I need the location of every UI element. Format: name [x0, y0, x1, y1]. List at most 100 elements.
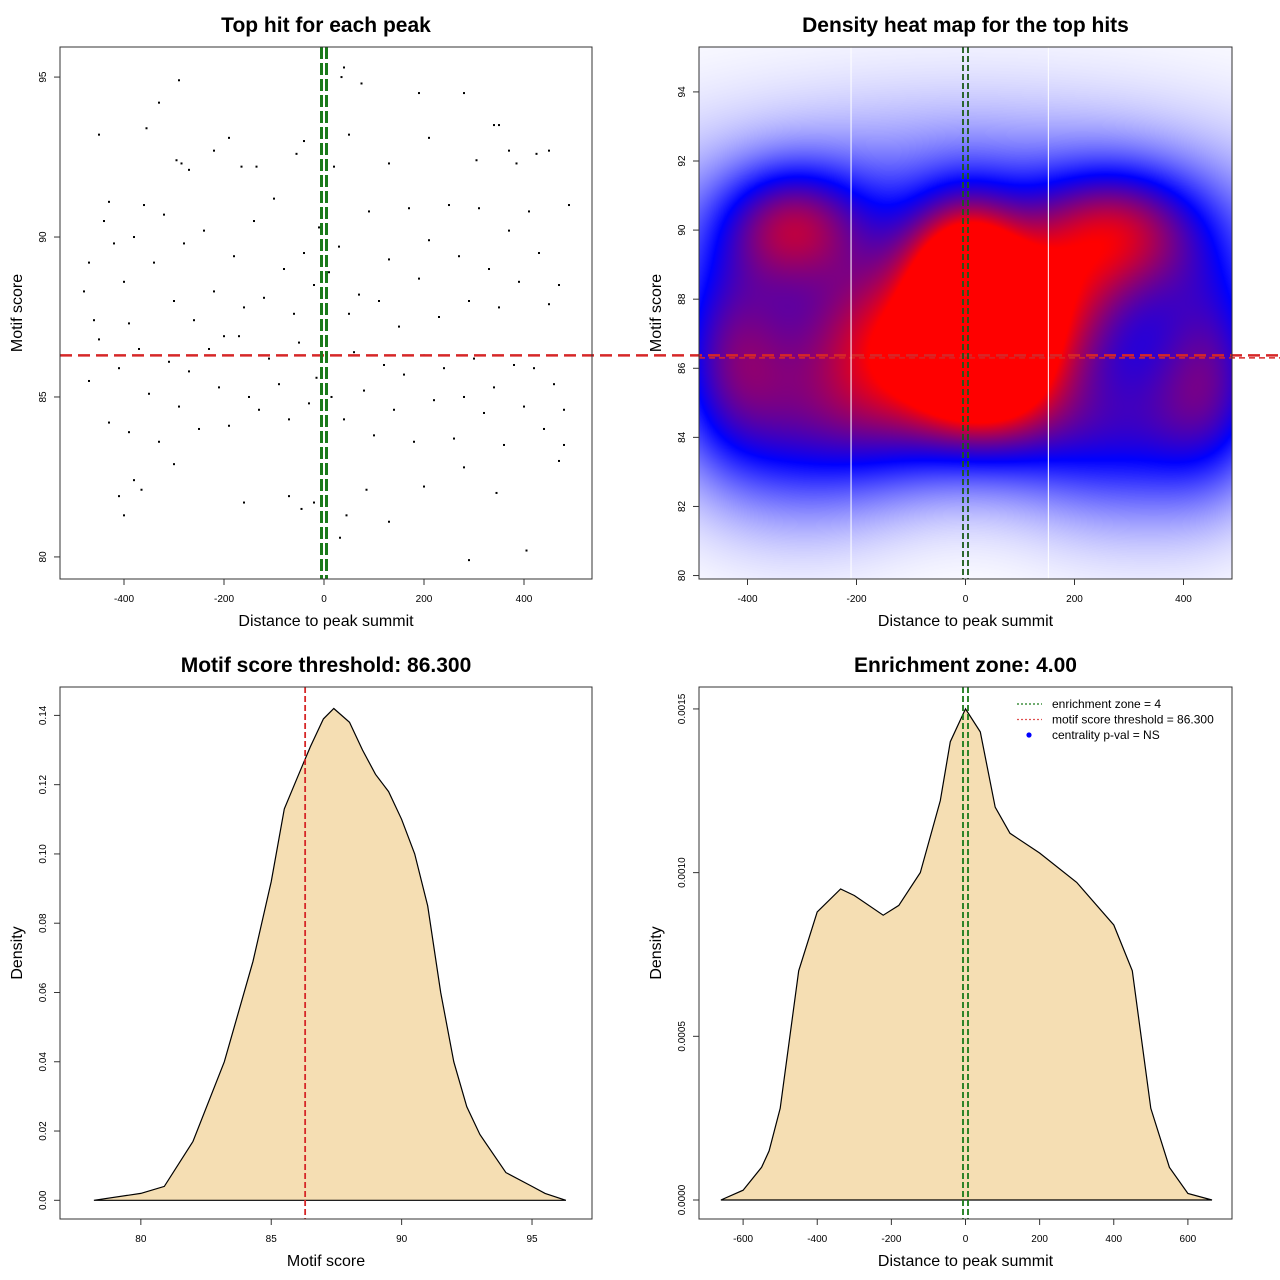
data-point — [493, 386, 495, 389]
data-point — [418, 277, 420, 280]
data-point — [273, 197, 275, 200]
data-point — [123, 280, 125, 283]
density-curve — [93, 707, 567, 1201]
data-point — [288, 418, 290, 421]
data-point — [88, 261, 90, 264]
data-point — [383, 363, 385, 366]
x-tick-label: -200 — [881, 1234, 901, 1245]
data-point — [473, 357, 475, 360]
data-point — [283, 268, 285, 271]
x-tick-label: 400 — [1105, 1234, 1122, 1245]
y-tick-label: 0.0000 — [677, 1184, 688, 1215]
data-point — [340, 76, 343, 79]
data-point — [93, 319, 95, 322]
data-point — [213, 290, 215, 293]
data-point — [328, 271, 330, 274]
data-point — [253, 220, 255, 223]
data-point — [313, 284, 315, 287]
data-point — [243, 306, 245, 309]
x-axis-label: Distance to peak summit — [878, 1253, 1054, 1270]
data-point — [133, 479, 135, 482]
data-point — [478, 207, 480, 210]
x-tick-label: 0 — [963, 594, 969, 605]
x-tick-label: -400 — [737, 594, 757, 605]
data-point — [313, 501, 315, 504]
data-point — [463, 395, 465, 398]
y-tick-label: 80 — [38, 551, 49, 563]
data-point — [438, 315, 440, 318]
data-point — [198, 427, 200, 430]
data-point — [548, 303, 550, 306]
data-point — [288, 495, 290, 498]
data-point — [368, 210, 370, 213]
data-point — [508, 229, 510, 232]
data-point — [248, 395, 250, 398]
data-point — [503, 443, 505, 446]
data-point — [163, 213, 165, 216]
data-point — [133, 236, 135, 239]
y-tick-label: 95 — [38, 71, 49, 83]
data-point — [143, 204, 145, 207]
data-point — [525, 549, 528, 552]
data-point — [88, 379, 90, 382]
data-point — [168, 360, 170, 363]
y-axis-label: Motif score — [648, 274, 665, 352]
data-point — [123, 514, 125, 517]
data-point — [238, 335, 240, 338]
data-point — [128, 431, 130, 434]
legend-item: centrality p-val = NS — [1052, 728, 1160, 742]
x-tick-label: -200 — [214, 594, 234, 605]
data-point — [458, 255, 460, 258]
data-point — [498, 124, 500, 127]
data-point — [158, 101, 160, 104]
data-point — [218, 386, 220, 389]
data-point — [408, 207, 410, 210]
data-point — [518, 280, 520, 283]
data-point — [343, 66, 345, 69]
density-curve — [720, 707, 1213, 1201]
data-point — [180, 162, 183, 165]
data-point — [365, 488, 368, 491]
data-point — [345, 514, 348, 517]
legend-item: enrichment zone = 4 — [1052, 697, 1161, 711]
data-point — [388, 520, 390, 523]
y-tick-label: 0.0010 — [677, 857, 688, 888]
data-point — [403, 373, 405, 376]
legend-item: motif score threshold = 86.300 — [1052, 713, 1214, 727]
data-point — [373, 434, 375, 437]
data-point — [148, 392, 150, 395]
data-point — [443, 367, 445, 370]
data-point — [145, 127, 148, 130]
data-point — [128, 322, 130, 325]
data-point — [348, 312, 350, 315]
data-point — [343, 418, 345, 421]
data-point — [553, 383, 555, 386]
data-point — [98, 338, 100, 341]
data-point — [233, 255, 235, 258]
data-point — [418, 92, 420, 95]
data-point — [338, 245, 340, 248]
data-point — [193, 319, 195, 322]
y-tick-label: 0.14 — [38, 705, 49, 725]
y-tick-label: 0.0005 — [677, 1021, 688, 1052]
data-point — [428, 136, 430, 139]
x-axis-label: Distance to peak summit — [238, 613, 414, 630]
data-point — [208, 347, 210, 350]
data-point — [433, 399, 435, 402]
x-tick-label: 85 — [266, 1234, 278, 1245]
data-point — [558, 284, 560, 287]
x-tick-label: 200 — [416, 594, 433, 605]
data-point — [300, 507, 303, 510]
data-point — [453, 437, 455, 440]
y-axis-label: Density — [9, 926, 26, 979]
data-point — [315, 376, 318, 379]
y-tick-label: 0.02 — [38, 1121, 49, 1141]
data-point — [468, 300, 470, 303]
data-point — [388, 258, 390, 261]
points — [83, 66, 570, 562]
y-tick-label: 0.06 — [38, 982, 49, 1002]
data-point — [98, 133, 100, 136]
data-point — [258, 408, 260, 411]
data-point — [538, 252, 540, 255]
